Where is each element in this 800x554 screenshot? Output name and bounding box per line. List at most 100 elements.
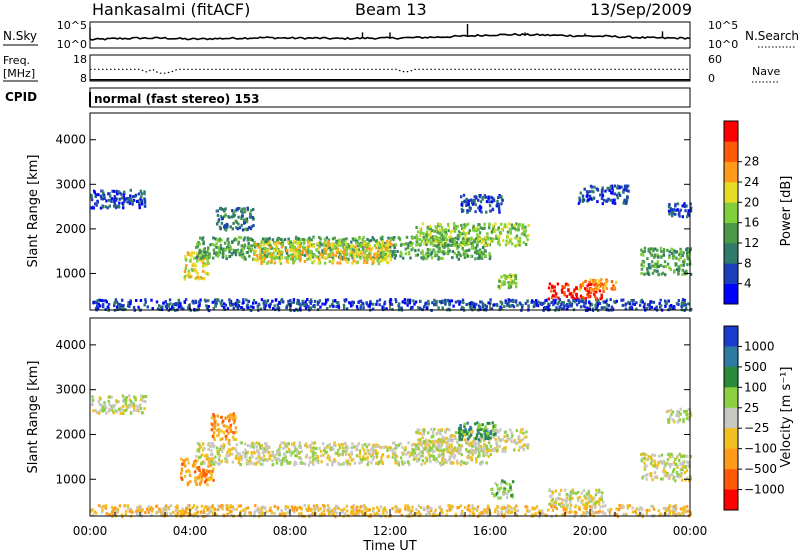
vel-cells-cell-1408 [667,453,670,457]
noise-spikes [89,24,664,40]
vel-cells-cell-403 [386,455,389,459]
vel-cells-cell-1006 [454,437,457,440]
power-cells-cell-2696 [219,214,223,218]
power-cells-cell-989 [351,244,354,248]
power-cells-cell-2333 [127,302,130,306]
power-cells-cell-920 [293,255,296,259]
power-cells-cell-1305 [465,241,469,244]
power-cells-cell-1108 [377,262,381,266]
vel-cells-cell-1379 [681,460,685,464]
vel-cells-cell-171 [294,454,297,458]
vel-cells-cell-916 [522,448,525,451]
vel-cells-cell-660 [377,445,380,448]
vel-cells-cell-1010 [432,444,435,448]
power-cells-cell-250 [331,237,335,241]
power-cells-cell-2389 [114,300,117,304]
power-cells-cell-2234 [681,299,684,303]
power-colorbar-swatch-7 [724,141,738,162]
power-cells-cell-1657 [659,263,662,267]
power-cells-cell-556 [368,239,371,243]
power-cells-cell-2260 [368,303,371,307]
power-cells-cell-2372 [326,306,329,310]
power-cells-cell-718 [215,251,219,255]
power-cells-cell-873 [355,241,358,245]
vel-cells-cell-1104 [525,430,528,434]
power-cells-cell-1695 [655,265,659,269]
power-cells-cell-868 [313,253,316,257]
power-cells-cell-2223 [262,302,266,306]
vel-cells-cell-459 [372,456,375,460]
power-cells-cell-1725 [657,265,660,269]
power-cells-cell-603 [425,252,428,256]
power-cells-cell-789 [478,250,481,254]
power-cells-cell-1226 [486,243,489,247]
power-cells-cell-758 [362,248,365,251]
power-cells-cell-1997 [263,300,266,304]
power-cells-cell-380 [404,252,408,256]
power-cells-cell-2341 [264,301,267,304]
vel-cells-cell-1332 [676,454,679,458]
power-cells-cell-1474 [600,296,603,300]
vel-cells-cell-1483 [105,406,108,410]
power-cells-cell-2249 [461,298,465,302]
vel-cells-cell-1210 [580,500,583,504]
vel-cells-cell-686 [328,456,332,460]
vel-cells-cell-1192 [569,503,573,507]
power-cells-cell-1186 [458,233,462,237]
vel-cells-cell-661 [225,454,228,458]
power-cells-cell-2644 [670,208,673,212]
power-cells-cell-351 [459,254,462,258]
vel-cells-cell-441 [317,461,320,465]
vel-cells-cell-760 [409,453,413,456]
vel-cells-cell-1790 [513,506,516,510]
power-cells-cell-2773 [488,200,491,204]
power-cells-cell-446 [246,251,249,254]
power-cells-cell-2808 [492,197,495,201]
power-cells-cell-629 [483,248,486,252]
power-cells-cell-2841 [579,191,582,195]
vel-cells-cell-1170 [569,490,573,494]
vel-cells-cell-1513 [103,407,106,411]
power-cells-cell-598 [228,255,232,258]
power-cells-cell-2914 [625,200,628,204]
power-cells-cell-1019 [292,240,296,244]
power-cells-cell-1167 [492,237,495,241]
noise-left-tick-top: 10^5 [57,19,87,32]
vel-cells-cell-756 [282,446,285,450]
power-cells-cell-834 [328,260,332,263]
power-cells-cell-2263 [256,305,260,309]
power-cells-cell-2040 [469,307,473,311]
power-cells-cell-1917 [271,299,274,303]
vel-cells-cell-1082 [520,428,523,432]
power-cells-cell-650 [356,242,359,246]
power-cells-cell-498 [474,246,478,250]
power-cells-cell-2585 [143,192,146,196]
vel-cells-cell-1889 [668,504,671,508]
power-cells-cell-2603 [118,197,121,201]
power-cells-cell-403 [404,247,407,251]
power-cells-cell-2044 [203,298,207,302]
power-cells-cell-1386 [486,232,489,236]
power-cells-cell-353 [445,251,449,255]
power-cells-cell-2031 [652,300,656,304]
power-cells-cell-411 [400,242,403,246]
power-cells-cell-338 [212,256,215,260]
power-cells-cell-1826 [635,307,638,311]
power-cells-cell-2464 [120,298,124,302]
power-cells-cell-1173 [497,237,500,241]
power-cells-cell-1081 [276,249,279,252]
vel-cells-cell-715 [257,460,260,464]
power-cells-cell-385 [462,252,466,256]
power-cells-cell-929 [356,260,359,264]
power-cells-cell-1014 [297,241,301,244]
vel-cells-cell-484 [465,447,468,451]
power-cells-cell-2007 [172,303,175,307]
vel-cells-cell-1227 [496,487,500,491]
vel-cells-cell-1641 [181,507,184,511]
vel-cells-cell-783 [374,445,378,448]
power-cells-cell-1621 [668,266,671,270]
vel-cells-cell-657 [384,445,388,449]
power-cells-cell-777 [469,254,473,258]
vel-cells-cell-1629 [303,503,306,507]
